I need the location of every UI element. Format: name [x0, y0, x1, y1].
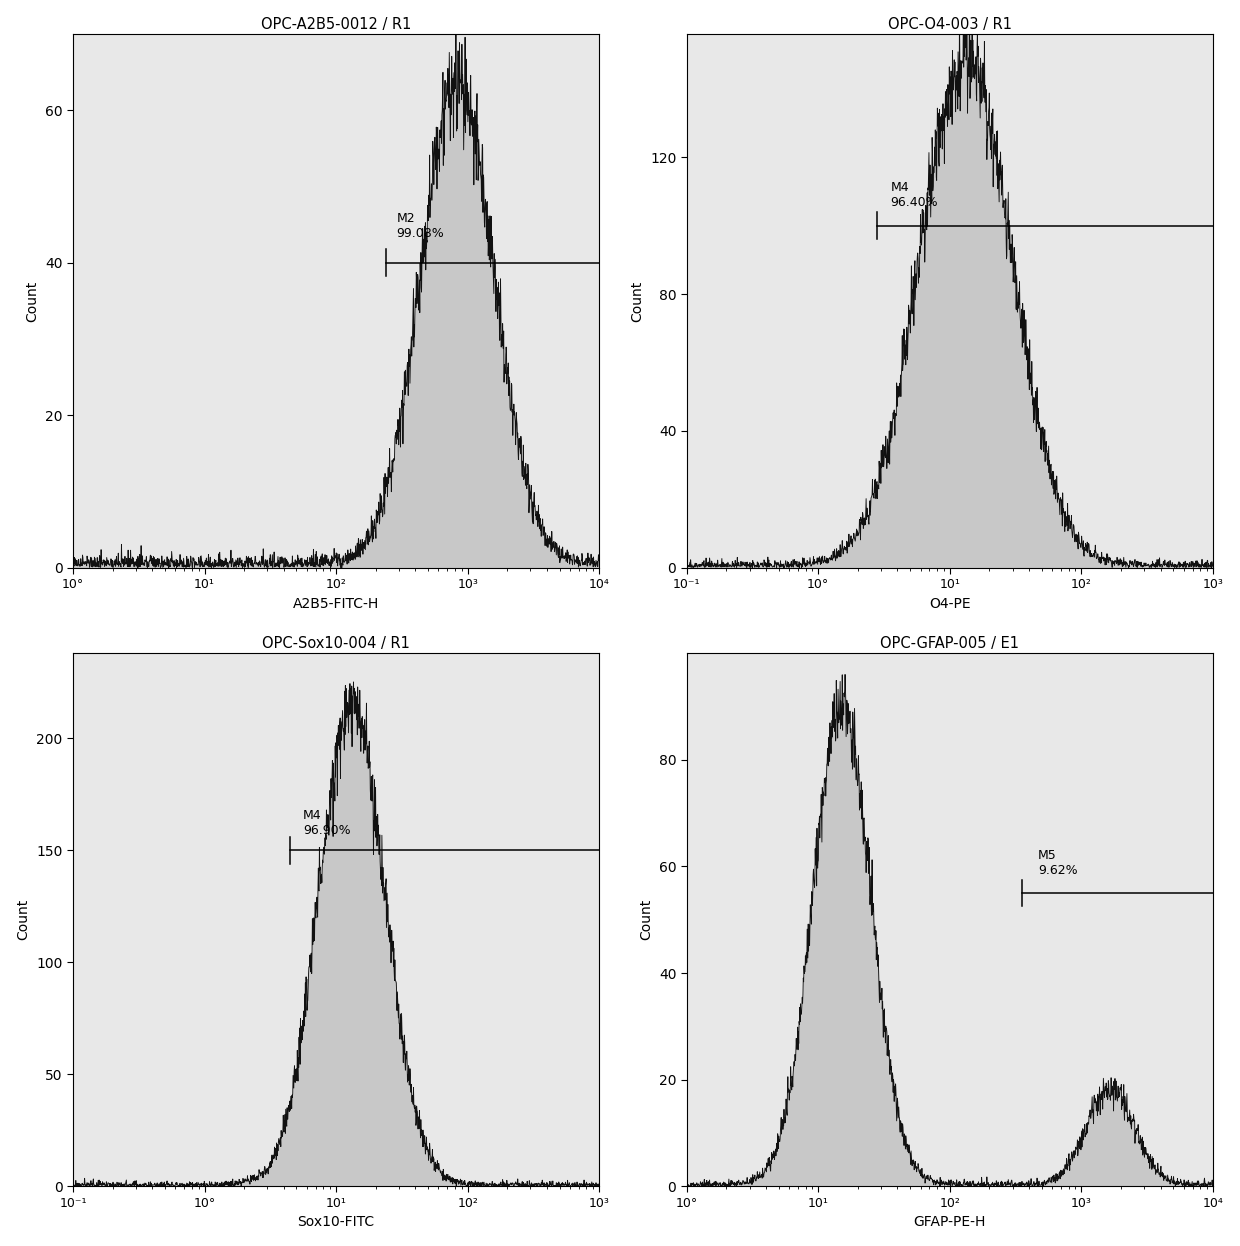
Y-axis label: Count: Count — [16, 900, 31, 941]
Title: OPC-A2B5-0012 / R1: OPC-A2B5-0012 / R1 — [260, 16, 412, 31]
Title: OPC-Sox10-004 / R1: OPC-Sox10-004 / R1 — [262, 635, 410, 650]
Y-axis label: Count: Count — [630, 280, 645, 321]
X-axis label: O4-PE: O4-PE — [929, 597, 971, 611]
X-axis label: Sox10-FITC: Sox10-FITC — [298, 1215, 374, 1230]
Text: M4
96.40%: M4 96.40% — [890, 181, 939, 208]
X-axis label: GFAP-PE-H: GFAP-PE-H — [914, 1215, 986, 1230]
Y-axis label: Count: Count — [639, 900, 653, 941]
Title: OPC-O4-003 / R1: OPC-O4-003 / R1 — [888, 16, 1012, 31]
X-axis label: A2B5-FITC-H: A2B5-FITC-H — [293, 597, 379, 611]
Y-axis label: Count: Count — [25, 280, 40, 321]
Text: M2
99.08%: M2 99.08% — [397, 212, 444, 240]
Title: OPC-GFAP-005 / E1: OPC-GFAP-005 / E1 — [880, 635, 1019, 650]
Text: M4
96.90%: M4 96.90% — [304, 809, 351, 837]
Text: M5
9.62%: M5 9.62% — [1038, 849, 1078, 877]
